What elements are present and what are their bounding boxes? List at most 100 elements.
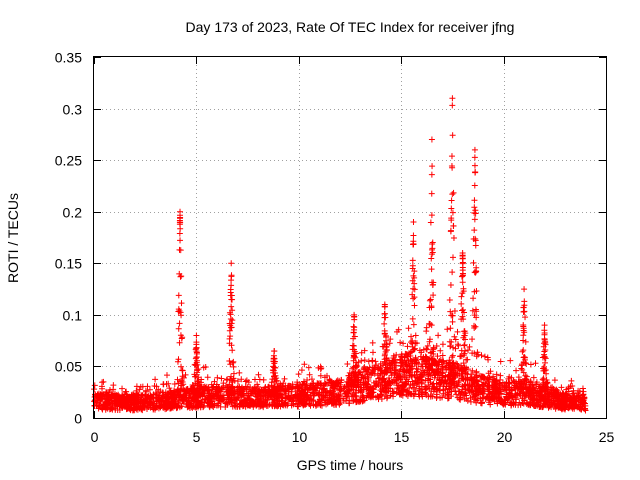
- data-point: [175, 356, 182, 363]
- data-point: [109, 404, 116, 411]
- data-point: [507, 392, 514, 399]
- data-point: [457, 396, 464, 403]
- data-point: [429, 249, 436, 256]
- data-point: [218, 386, 225, 393]
- data-point: [152, 394, 159, 401]
- data-point: [175, 306, 182, 313]
- data-point: [206, 386, 213, 393]
- data-point: [389, 361, 396, 368]
- data-point: [397, 391, 404, 398]
- data-point: [401, 382, 408, 389]
- data-point: [406, 384, 413, 391]
- data-point: [447, 385, 454, 392]
- data-point: [457, 353, 464, 360]
- data-point: [110, 386, 117, 393]
- data-point: [127, 406, 134, 413]
- data-point: [411, 302, 418, 309]
- data-point: [455, 379, 462, 386]
- data-point: [198, 399, 205, 406]
- data-point: [136, 386, 143, 393]
- data-point: [528, 381, 535, 388]
- data-point: [327, 397, 334, 404]
- data-point: [345, 390, 352, 397]
- data-point: [195, 404, 202, 411]
- data-point: [523, 401, 530, 408]
- data-point: [323, 372, 330, 379]
- data-point: [539, 354, 546, 361]
- data-point: [397, 339, 404, 346]
- data-point: [471, 146, 478, 153]
- data-point: [452, 345, 459, 352]
- data-point: [407, 356, 414, 363]
- data-point: [193, 332, 200, 339]
- data-point: [506, 379, 513, 386]
- x-tick-label: 20: [497, 429, 513, 445]
- data-point: [361, 364, 368, 371]
- data-point: [429, 239, 436, 246]
- data-point: [448, 393, 455, 400]
- data-point: [281, 375, 288, 382]
- data-point: [411, 280, 418, 287]
- data-point: [540, 377, 547, 384]
- data-point: [303, 398, 310, 405]
- data-point: [232, 396, 239, 403]
- data-point: [264, 396, 271, 403]
- data-point: [166, 385, 173, 392]
- data-point: [565, 404, 572, 411]
- data-point: [462, 336, 469, 343]
- data-point: [195, 382, 202, 389]
- data-point: [91, 382, 98, 389]
- data-point: [431, 359, 438, 366]
- data-point: [179, 394, 186, 401]
- data-point: [410, 346, 417, 353]
- data-point: [433, 394, 440, 401]
- data-point: [390, 393, 397, 400]
- data-point: [317, 366, 324, 373]
- data-point: [522, 338, 529, 345]
- data-point: [244, 384, 251, 391]
- data-point: [426, 297, 433, 304]
- data-point: [580, 391, 587, 398]
- data-point: [360, 394, 367, 401]
- data-point: [358, 357, 365, 364]
- data-point: [154, 398, 161, 405]
- data-point: [295, 371, 302, 378]
- data-point: [523, 386, 530, 393]
- data-point: [521, 286, 528, 293]
- data-point: [361, 357, 368, 364]
- data-point: [461, 341, 468, 348]
- data-point: [379, 385, 386, 392]
- data-point: [388, 372, 395, 379]
- data-point: [487, 368, 494, 375]
- data-point: [458, 273, 465, 280]
- data-point: [449, 132, 456, 139]
- data-point: [498, 384, 505, 391]
- data-point: [517, 378, 524, 385]
- data-point: [459, 249, 466, 256]
- data-point: [404, 352, 411, 359]
- data-point: [429, 355, 436, 362]
- data-point: [439, 363, 446, 370]
- data-point: [278, 394, 285, 401]
- data-point: [423, 385, 430, 392]
- data-point: [111, 398, 118, 405]
- x-tick-label: 10: [292, 429, 308, 445]
- data-point: [461, 309, 468, 316]
- data-point: [224, 389, 231, 396]
- data-point: [177, 332, 184, 339]
- data-point: [165, 404, 172, 411]
- data-point: [103, 388, 110, 395]
- data-point: [246, 396, 253, 403]
- data-point: [454, 328, 461, 335]
- data-point: [527, 378, 534, 385]
- data-point: [379, 343, 386, 350]
- data-point: [519, 366, 526, 373]
- data-point: [228, 296, 235, 303]
- data-point: [227, 376, 234, 383]
- data-point: [481, 379, 488, 386]
- data-point: [133, 396, 140, 403]
- data-point: [497, 358, 504, 365]
- data-point: [205, 387, 212, 394]
- data-point: [469, 307, 476, 314]
- data-point: [434, 368, 441, 375]
